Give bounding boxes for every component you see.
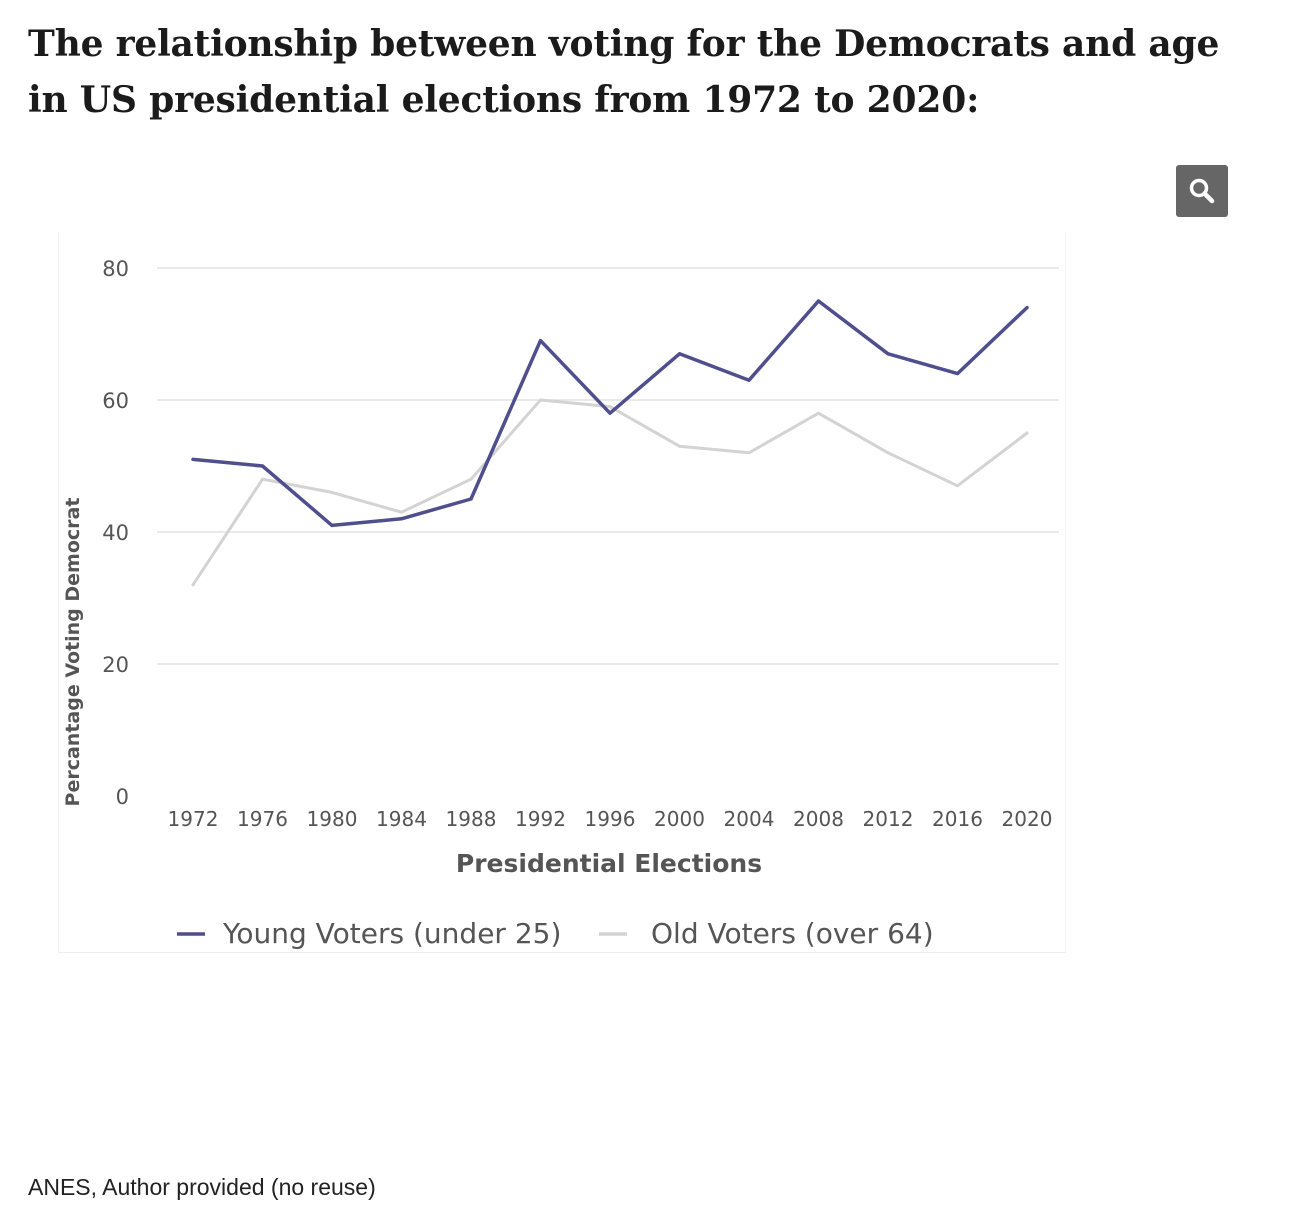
data-point-young [678,352,681,356]
data-point-old [956,484,959,488]
data-point-old [191,583,195,587]
data-point-old [400,510,403,514]
x-axis-label: Presidential Elections [456,849,762,878]
x-tick-label: 2020 [1002,807,1053,831]
data-point-old [539,398,542,402]
y-axis-label: Percantage Voting Democrat [62,498,84,807]
zoom-button[interactable] [1176,165,1228,217]
data-point-old [747,451,751,455]
x-tick-label: 1980 [307,807,358,831]
data-point-young [191,457,195,461]
y-tick-label: 80 [102,257,129,281]
x-tick-labels: 1972 1976 1980 1984 1988 1992 1996 2000 2004 2008… [168,807,1053,831]
data-point-old [469,477,473,481]
data-point-young [886,352,890,356]
x-tick-label: 1992 [515,807,566,831]
x-tick-label: 2000 [654,807,705,831]
data-point-young [539,339,542,343]
series-lines [191,299,1029,587]
legend: Young Voters (under 25) Old Voters (over … [177,917,934,950]
chart-container: 0 20 40 60 80 1972 1976 1980 1984 1988 1992 1996 20… [58,232,1066,953]
y-tick-label: 60 [102,389,129,413]
x-tick-label: 2004 [724,807,775,831]
data-point-old [678,444,681,448]
data-point-young [469,497,473,501]
y-tick-label: 0 [116,785,129,809]
data-point-old [1025,431,1029,435]
x-tick-label: 1988 [446,807,497,831]
data-point-old [261,477,264,481]
y-tick-labels: 0 20 40 60 80 [102,257,129,809]
image-credit: ANES, Author provided (no reuse) [28,1174,376,1200]
y-tick-label: 20 [102,653,129,677]
data-point-young [956,372,959,376]
y-tick-label: 40 [102,521,129,545]
series-line-old-voters [191,398,1029,587]
data-point-young [330,523,334,527]
legend-young-voters-label: Young Voters (under 25) [222,917,561,950]
x-tick-label: 2012 [863,807,914,831]
data-point-young [747,378,751,382]
data-point-young [400,517,403,521]
grid-lines [157,267,1059,665]
x-tick-label: 1972 [168,807,219,831]
x-tick-label: 1976 [237,807,288,831]
data-point-young [1025,306,1029,310]
data-point-young [608,411,612,415]
legend-old-voters-label: Old Voters (over 64) [651,917,934,950]
line-chart: 0 20 40 60 80 1972 1976 1980 1984 1988 1992 1996 20… [62,257,1059,950]
search-icon [1189,178,1215,204]
x-tick-label: 1996 [585,807,636,831]
data-point-old [330,490,334,494]
data-point-old [817,411,820,415]
x-tick-label: 2008 [793,807,844,831]
data-point-old [608,405,612,409]
x-tick-label: 1984 [376,807,427,831]
page-title: The relationship between voting for the … [28,23,1220,121]
data-point-young [261,464,264,468]
data-point-old [886,451,890,455]
x-tick-label: 2016 [932,807,983,831]
data-point-young [817,299,820,303]
